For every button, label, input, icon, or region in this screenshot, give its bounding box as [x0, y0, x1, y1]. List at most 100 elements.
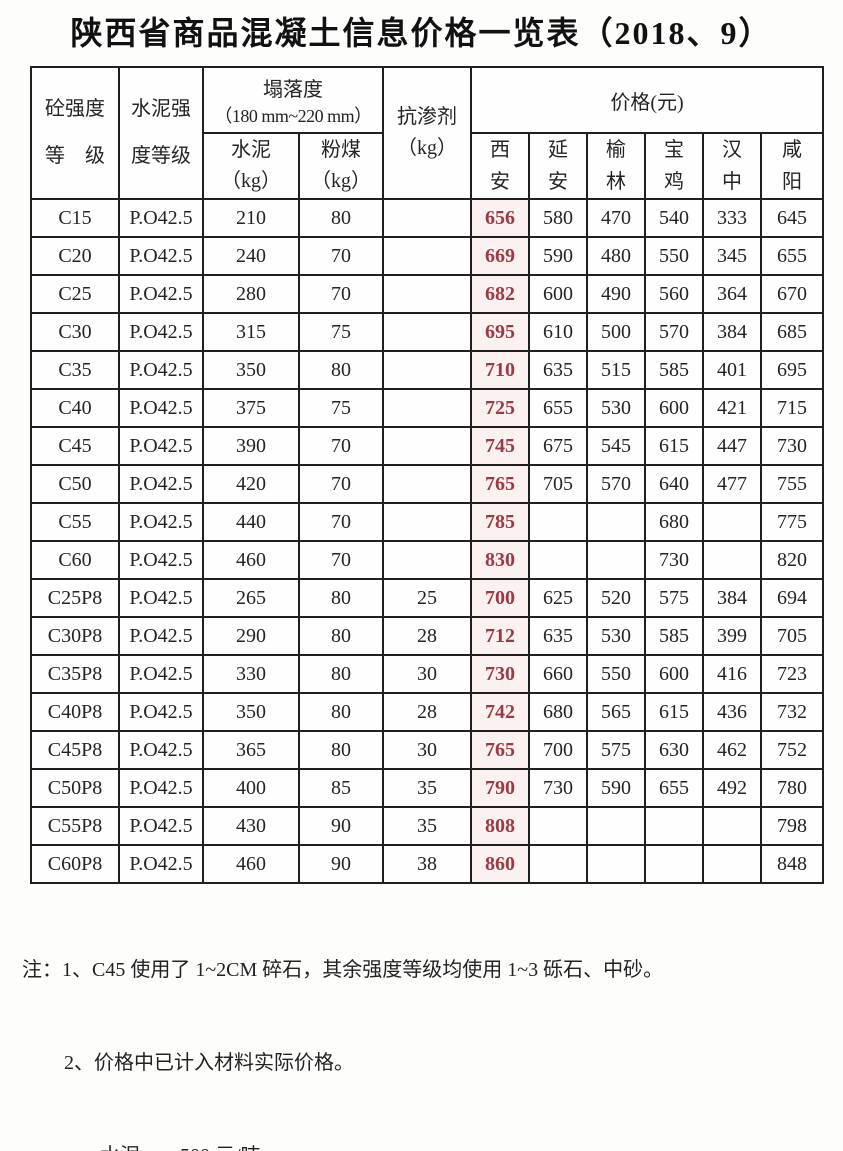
table-row: C50 P.O42.5 420 70 765 705 570 640 477 755 — [30, 464, 825, 504]
table-cell — [702, 806, 762, 846]
header-admixture: 抗渗剂 （kg） — [382, 66, 472, 200]
grade-cell: C20 — [30, 236, 120, 276]
table-cell: 520 — [586, 578, 646, 618]
price-xian-cell: 712 — [470, 616, 530, 656]
table-row: C55P8 P.O42.5 430 90 35 808 798 — [30, 806, 825, 846]
table-cell: 90 — [298, 844, 384, 884]
table-row: C30P8 P.O42.5 290 80 28 712 635 530 585 399 705 — [30, 616, 825, 656]
table-cell: 90 — [298, 806, 384, 846]
table-cell: 75 — [298, 312, 384, 352]
table-cell: 315 — [202, 312, 300, 352]
table-cell: 755 — [759, 464, 825, 504]
footnote-2: 2、价格中已计入材料实际价格。 — [64, 1052, 354, 1074]
city-label: 汉中 — [722, 139, 742, 193]
table-cell — [644, 844, 704, 884]
grade-cell: C45 — [30, 426, 120, 466]
table-cell: 330 — [202, 654, 300, 694]
table-cell: 462 — [702, 730, 762, 770]
table-cell: 80 — [298, 198, 384, 238]
table-cell — [586, 540, 646, 580]
table-row: C40P8 P.O42.5 350 80 28 742 680 565 615 436 732 — [30, 692, 825, 732]
table-cell: 660 — [528, 654, 588, 694]
table-cell: P.O42.5 — [118, 350, 204, 390]
table-row: C15 P.O42.5 210 80 656 580 470 540 333 645 — [30, 198, 825, 238]
table-cell: 70 — [298, 464, 384, 504]
table-cell: P.O42.5 — [118, 198, 204, 238]
grade-cell: C50P8 — [30, 768, 120, 808]
header-price-group: 价格(元) — [469, 66, 825, 134]
table-cell: 70 — [298, 502, 384, 542]
table-cell: 500 — [586, 312, 646, 352]
table-cell: 655 — [528, 388, 588, 428]
header-slump-cement: 水泥 （kg） — [202, 132, 300, 200]
table-cell: 400 — [202, 768, 300, 808]
table-header: 砼强度 等 级 水泥强 度等级 塌落度 （180 mm~220 mm） 抗渗剂 … — [30, 66, 825, 200]
grade-cell: C55P8 — [30, 806, 120, 846]
table-cell: 565 — [586, 692, 646, 732]
table-cell — [382, 464, 472, 504]
table-cell: 30 — [382, 654, 472, 694]
table-cell — [382, 540, 472, 580]
table-cell — [528, 540, 588, 580]
table-cell: P.O42.5 — [118, 236, 204, 276]
table-cell: 585 — [644, 350, 704, 390]
grade-cell: C25P8 — [30, 578, 120, 618]
table-cell: 640 — [644, 464, 704, 504]
price-xian-cell: 669 — [470, 236, 530, 276]
table-cell — [528, 502, 588, 542]
table-cell — [382, 312, 472, 352]
price-xian-cell: 808 — [470, 806, 530, 846]
header-slump-group: 塌落度 （180 mm~220 mm） — [202, 66, 384, 134]
table-cell: 732 — [759, 692, 825, 732]
table-cell: 70 — [298, 236, 384, 276]
table-cell: 575 — [586, 730, 646, 770]
table-cell: 590 — [586, 768, 646, 808]
table-row: C35 P.O42.5 350 80 710 635 515 585 401 695 — [30, 350, 825, 390]
table-cell — [382, 198, 472, 238]
table-cell: 560 — [644, 274, 704, 314]
table-cell: 290 — [202, 616, 300, 656]
grade-cell: C15 — [30, 198, 120, 238]
grade-cell: C25 — [30, 274, 120, 314]
table-cell: P.O42.5 — [118, 844, 204, 884]
table-cell: 695 — [759, 350, 825, 390]
table-cell: 35 — [382, 768, 472, 808]
city-label: 宝鸡 — [664, 139, 684, 193]
grade-cell: C55 — [30, 502, 120, 542]
table-cell: 350 — [202, 350, 300, 390]
table-cell: 265 — [202, 578, 300, 618]
table-cell: 384 — [702, 312, 762, 352]
table-cell: 70 — [298, 540, 384, 580]
table-cell: 680 — [528, 692, 588, 732]
city-label: 延安 — [548, 139, 568, 193]
table-cell: 350 — [202, 692, 300, 732]
table-cell: 730 — [759, 426, 825, 466]
table-cell: 700 — [528, 730, 588, 770]
table-cell: 752 — [759, 730, 825, 770]
table-cell — [382, 388, 472, 428]
table-cell — [382, 426, 472, 466]
table-cell: 38 — [382, 844, 472, 884]
table-cell: 440 — [202, 502, 300, 542]
header-city-yulin: 榆林 — [586, 132, 646, 200]
table-cell: 798 — [759, 806, 825, 846]
table-cell: 730 — [528, 768, 588, 808]
table-cell: 694 — [759, 578, 825, 618]
table-cell: 580 — [528, 198, 588, 238]
header-slump-range: （180 mm~220 mm） — [214, 105, 372, 126]
table-cell — [382, 350, 472, 390]
grade-cell: C50 — [30, 464, 120, 504]
table-cell: P.O42.5 — [118, 464, 204, 504]
grade-cell: C60 — [30, 540, 120, 580]
table-cell: 30 — [382, 730, 472, 770]
price-xian-cell: 790 — [470, 768, 530, 808]
table-row: C60 P.O42.5 460 70 830 730 820 — [30, 540, 825, 580]
table-cell: 685 — [759, 312, 825, 352]
table-cell: 240 — [202, 236, 300, 276]
table-cell: 345 — [702, 236, 762, 276]
grade-cell: C35P8 — [30, 654, 120, 694]
table-cell: 480 — [586, 236, 646, 276]
table-cell: 545 — [586, 426, 646, 466]
table-cell: 80 — [298, 616, 384, 656]
price-xian-cell: 710 — [470, 350, 530, 390]
